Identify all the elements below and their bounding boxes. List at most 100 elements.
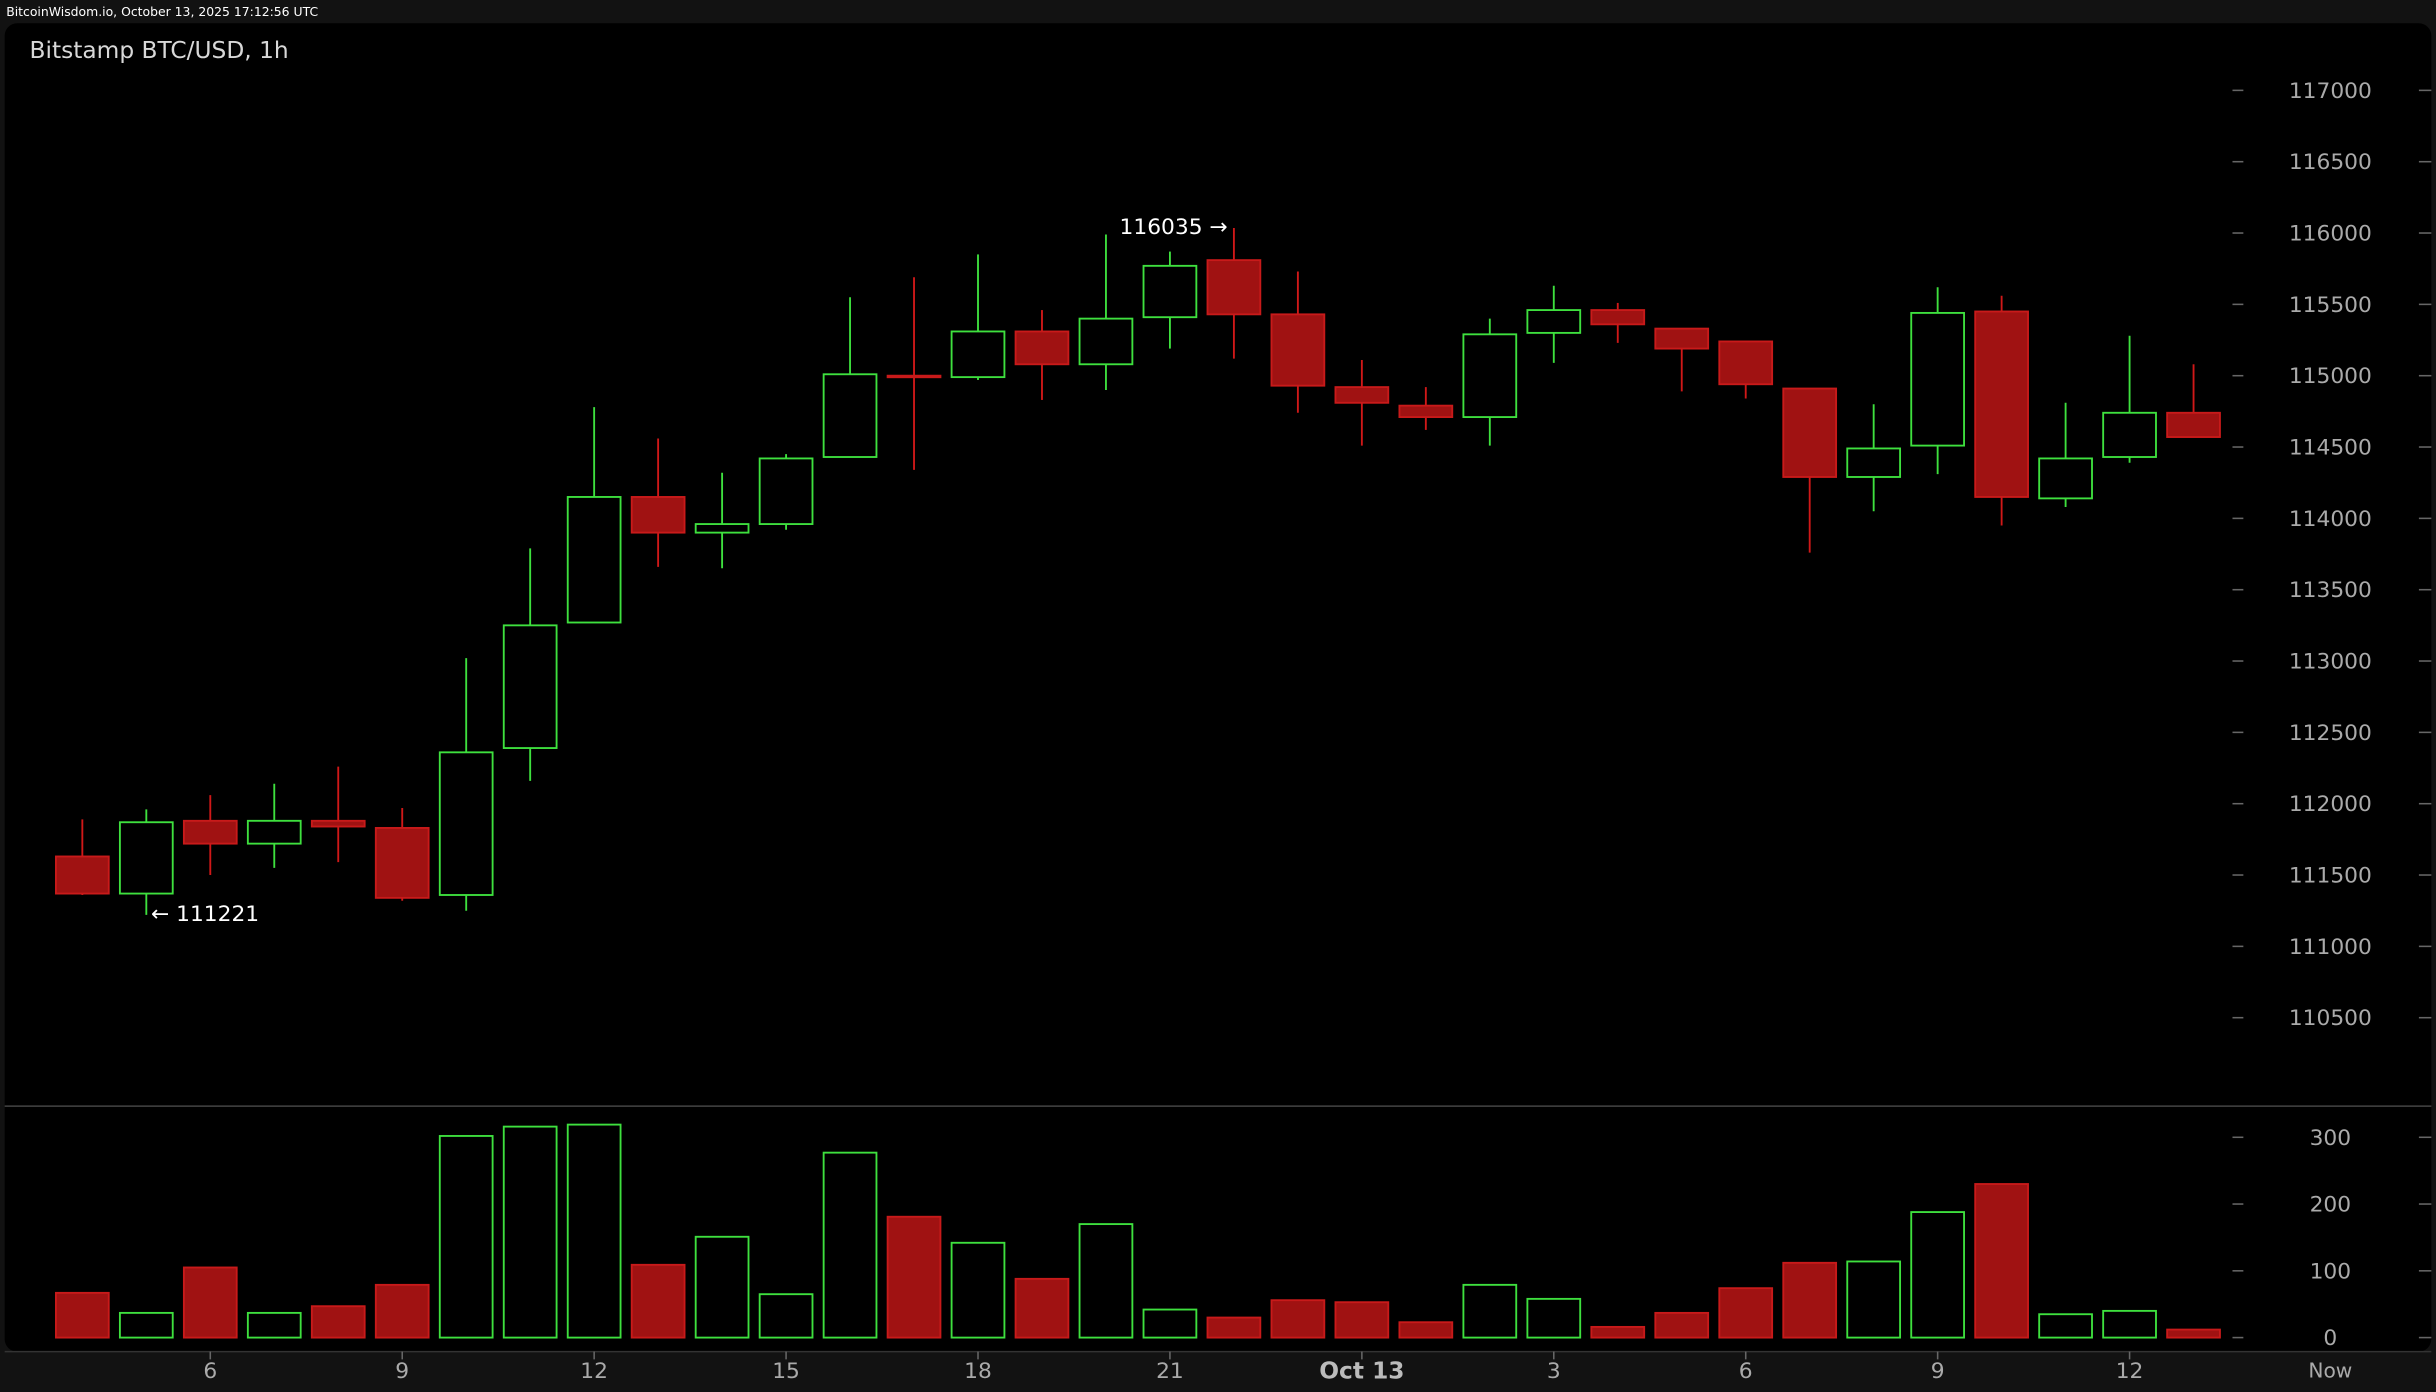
volume-bar bbox=[502, 1125, 558, 1339]
candle-body bbox=[1206, 259, 1262, 316]
volume-bar bbox=[1974, 1183, 2029, 1339]
volume-bar bbox=[1718, 1287, 1774, 1339]
y-tick-label: 115500 bbox=[2289, 293, 2372, 318]
candle-body bbox=[822, 373, 878, 458]
volume-bar bbox=[54, 1291, 110, 1339]
candle-body bbox=[1334, 386, 1390, 404]
min-annotation: ← 111221 bbox=[151, 902, 259, 927]
volume-tick-label: 300 bbox=[2310, 1126, 2352, 1151]
volume-bar bbox=[1782, 1261, 1838, 1339]
y-tick-label: 117000 bbox=[2289, 79, 2372, 104]
volume-bar bbox=[438, 1135, 494, 1339]
candle-body bbox=[2038, 457, 2093, 500]
x-tick-label: 6 bbox=[203, 1359, 217, 1384]
volume-bar bbox=[182, 1266, 238, 1339]
x-tick-label: 3 bbox=[1547, 1359, 1561, 1384]
candle-body bbox=[502, 624, 558, 749]
volume-bar bbox=[246, 1311, 302, 1339]
volume-bar bbox=[886, 1215, 942, 1339]
volume-bar bbox=[1014, 1277, 1070, 1339]
volume-bar bbox=[1526, 1297, 1582, 1339]
y-tick-label: 115000 bbox=[2289, 364, 2372, 389]
volume-bar bbox=[1462, 1283, 1518, 1339]
volume-bar bbox=[694, 1235, 750, 1339]
volume-bar bbox=[566, 1123, 622, 1339]
volume-bar bbox=[1078, 1223, 1134, 1339]
volume-bar bbox=[822, 1151, 878, 1339]
y-tick-label: 110500 bbox=[2289, 1006, 2372, 1031]
volume-bar bbox=[374, 1283, 430, 1339]
candle-body bbox=[1270, 313, 1326, 387]
candle-body bbox=[374, 827, 430, 899]
candle-body bbox=[1462, 333, 1518, 418]
candle-body bbox=[1654, 327, 1710, 350]
volume-tick-label: 0 bbox=[2323, 1326, 2337, 1351]
volume-bar bbox=[1142, 1308, 1198, 1339]
candle-body bbox=[1078, 317, 1134, 366]
y-tick-label: 114000 bbox=[2289, 507, 2372, 532]
candle-body bbox=[694, 523, 750, 534]
volume-bar bbox=[1334, 1301, 1390, 1339]
x-tick-label: 21 bbox=[1156, 1359, 1184, 1384]
volume-bar bbox=[758, 1293, 814, 1339]
header-text: BitcoinWisdom.io, October 13, 2025 17:12… bbox=[6, 4, 318, 19]
y-tick-label: 116500 bbox=[2289, 150, 2372, 175]
volume-bar bbox=[950, 1241, 1006, 1339]
candle-body bbox=[886, 374, 942, 379]
y-tick-label: 112500 bbox=[2289, 721, 2372, 746]
candle-body bbox=[54, 855, 110, 895]
volume-bar bbox=[2166, 1328, 2221, 1339]
candle-body bbox=[2102, 411, 2157, 458]
candle-body bbox=[1910, 311, 1965, 447]
volume-bar bbox=[2102, 1309, 2157, 1339]
volume-bar bbox=[1910, 1211, 1965, 1339]
candle-body bbox=[1142, 264, 1198, 319]
candle-body bbox=[1846, 447, 1902, 478]
y-tick-label: 116000 bbox=[2289, 222, 2372, 247]
x-tick-label: 6 bbox=[1739, 1359, 1753, 1384]
candle-body bbox=[246, 819, 302, 845]
x-tick-label: 18 bbox=[964, 1359, 992, 1384]
volume-tick-label: 100 bbox=[2310, 1259, 2352, 1284]
y-tick-label: 114500 bbox=[2289, 436, 2372, 461]
candle-body bbox=[1974, 310, 2029, 498]
y-tick-label: 113000 bbox=[2289, 650, 2372, 675]
x-tick-label: Oct 13 bbox=[1319, 1357, 1404, 1384]
candle-body bbox=[310, 819, 366, 828]
chart-panel bbox=[4, 23, 2432, 1352]
volume-bar bbox=[630, 1263, 686, 1339]
candle-body bbox=[950, 330, 1006, 379]
candle-body bbox=[630, 496, 686, 534]
candle-body bbox=[1014, 330, 1070, 366]
volume-bar bbox=[1398, 1321, 1454, 1339]
volume-bar bbox=[2038, 1313, 2093, 1339]
x-tick-label: 12 bbox=[580, 1359, 608, 1384]
volume-tick-label: 200 bbox=[2310, 1193, 2352, 1218]
x-tick-label: 9 bbox=[1931, 1359, 1945, 1384]
volume-bar bbox=[118, 1311, 174, 1339]
candle-body bbox=[1782, 387, 1838, 478]
volume-bar bbox=[1846, 1260, 1902, 1339]
x-end-label: Now bbox=[2308, 1358, 2352, 1382]
candle-body bbox=[1526, 309, 1582, 334]
candle-body bbox=[566, 496, 622, 624]
x-tick-label: 9 bbox=[395, 1359, 409, 1384]
candle-body bbox=[118, 821, 174, 895]
candle-body bbox=[1398, 404, 1454, 418]
volume-bar bbox=[310, 1305, 366, 1339]
y-tick-label: 112000 bbox=[2289, 792, 2372, 817]
volume-bar bbox=[1270, 1299, 1326, 1339]
candle-body bbox=[2166, 411, 2221, 438]
x-tick-label: 15 bbox=[772, 1359, 800, 1384]
max-annotation: 116035 → bbox=[1120, 215, 1228, 240]
volume-bar bbox=[1654, 1311, 1710, 1339]
y-tick-label: 113500 bbox=[2289, 578, 2372, 603]
candle-body bbox=[438, 751, 494, 896]
candle-body bbox=[758, 457, 814, 525]
volume-bar bbox=[1206, 1316, 1262, 1339]
y-tick-label: 111500 bbox=[2289, 864, 2372, 889]
y-tick-label: 111000 bbox=[2289, 935, 2372, 960]
candle-body bbox=[182, 819, 238, 845]
x-tick-label: 12 bbox=[2116, 1359, 2144, 1384]
